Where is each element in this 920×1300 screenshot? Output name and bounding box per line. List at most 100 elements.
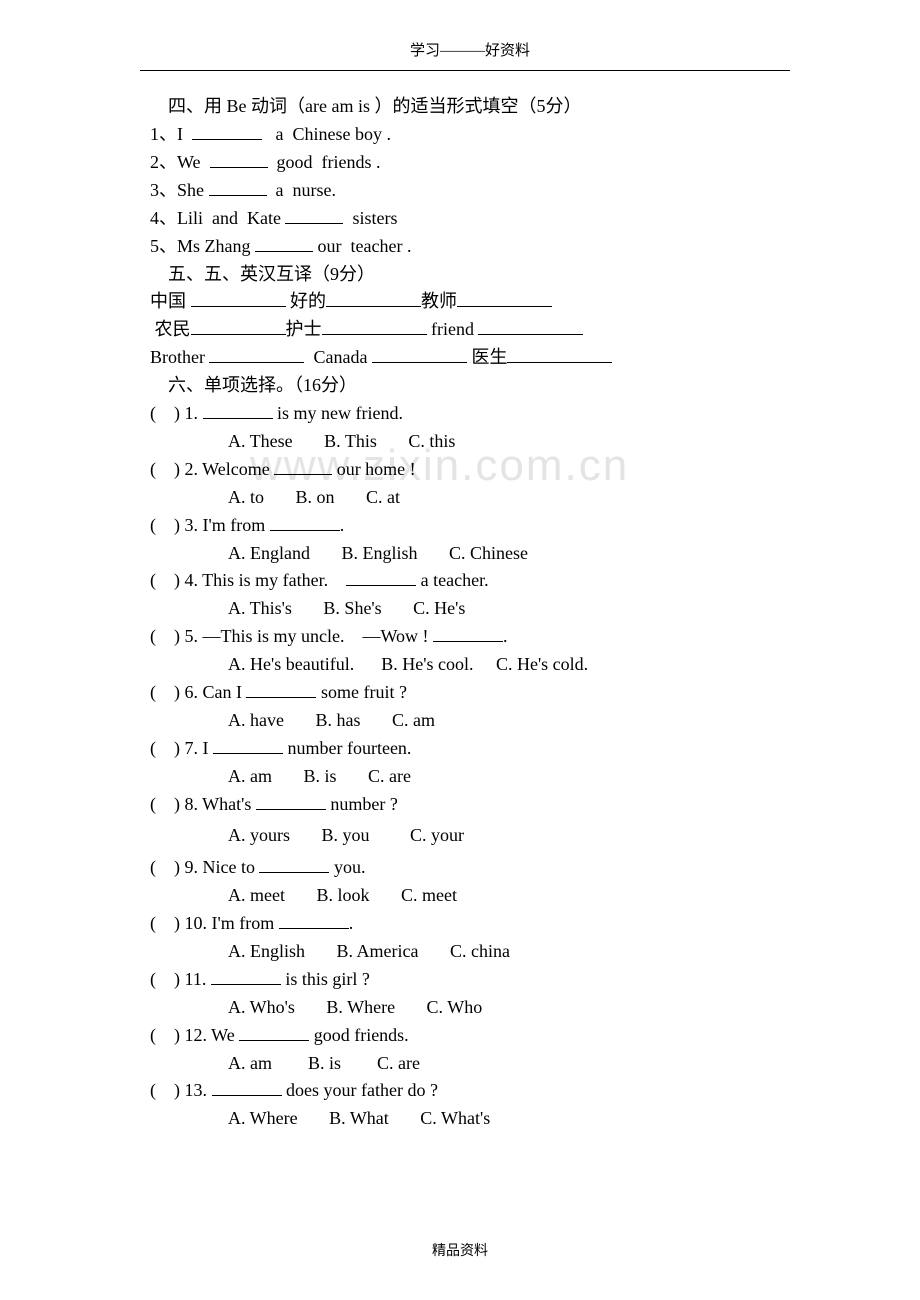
q5-rest: . <box>503 626 508 646</box>
q8-rest: number ? <box>326 794 398 814</box>
q6-rest: some fruit ? <box>316 682 406 702</box>
blank <box>372 344 467 363</box>
q5-opts: A. He's beautiful. B. He's cool. C. He's… <box>150 651 790 679</box>
q4-rest: a teacher. <box>416 570 488 590</box>
sec5-line3: Brother Canada 医生 <box>150 344 790 372</box>
q1-opts: A. These B. This C. this <box>150 428 790 456</box>
q7-opts: A. am B. is C. are <box>150 763 790 791</box>
q4-opts: A. This's B. She's C. He's <box>150 595 790 623</box>
page-footer: 精品资料 <box>0 1240 920 1260</box>
sec4-q3-a: 3、She <box>150 180 209 200</box>
q5-stem: ( ) 5. —This is my uncle. —Wow ! <box>150 626 433 646</box>
q6-stem: ( ) 6. Can I <box>150 682 246 702</box>
q8-stem: ( ) 8. What's <box>150 794 256 814</box>
blank <box>274 456 332 475</box>
sec4-q1-a: 1、I <box>150 124 192 144</box>
q4: ( ) 4. This is my father. a teacher. <box>150 567 790 595</box>
page-header: 学习———好资料 <box>150 40 790 63</box>
blank <box>279 910 349 929</box>
q3-opts: A. England B. English C. Chinese <box>150 540 790 568</box>
q7: ( ) 7. I number fourteen. <box>150 735 790 763</box>
blank <box>255 233 313 252</box>
sec5-line2: 农民 护士 friend <box>150 316 790 344</box>
sec4-q1: 1、I a Chinese boy . <box>150 121 790 149</box>
sec5-line1: 中国 好的教师 <box>150 288 790 316</box>
sec4-q2: 2、We good friends . <box>150 149 790 177</box>
blank <box>209 177 267 196</box>
q3-stem: ( ) 3. I'm from <box>150 515 270 535</box>
q5: ( ) 5. —This is my uncle. —Wow ! . <box>150 623 790 651</box>
q1-stem: ( ) 1. <box>150 403 203 423</box>
blank <box>256 791 326 810</box>
q4-stem: ( ) 4. This is my father. <box>150 570 346 590</box>
q1: ( ) 1. is my new friend. <box>150 400 790 428</box>
q13-rest: does your father do ? <box>282 1080 438 1100</box>
q12-rest: good friends. <box>309 1025 408 1045</box>
blank <box>211 966 281 985</box>
q11-rest: is this girl ? <box>281 969 370 989</box>
blank <box>212 1077 282 1096</box>
q7-rest: number fourteen. <box>283 738 411 758</box>
blank <box>191 288 286 307</box>
q12: ( ) 12. We good friends. <box>150 1022 790 1050</box>
blank <box>203 400 273 419</box>
blank <box>507 344 612 363</box>
q3-rest: . <box>340 515 345 535</box>
q13-stem: ( ) 13. <box>150 1080 212 1100</box>
sec5-title: 五、五、英汉互译（9分） <box>150 261 790 289</box>
q2-opts: A. to B. on C. at <box>150 484 790 512</box>
l-farmer: 农民 <box>150 319 191 339</box>
q11-opts: A. Who's B. Where C. Who <box>150 994 790 1022</box>
sec4-q4: 4、Lili and Kate sisters <box>150 205 790 233</box>
sec4-q2-b: good friends . <box>268 152 381 172</box>
q10-stem: ( ) 10. I'm from <box>150 913 279 933</box>
blank <box>259 854 329 873</box>
blank <box>246 679 316 698</box>
sec4-q4-a: 4、Lili and Kate <box>150 208 285 228</box>
sec4-q5-a: 5、Ms Zhang <box>150 236 255 256</box>
blank <box>457 288 552 307</box>
blank <box>239 1022 309 1041</box>
sec4-title: 四、用 Be 动词（are am is ）的适当形式填空（5分） <box>150 93 790 121</box>
l-friend: friend <box>427 319 479 339</box>
q9: ( ) 9. Nice to you. <box>150 854 790 882</box>
l-doctor: 医生 <box>467 347 508 367</box>
q10-rest: . <box>349 913 354 933</box>
q9-stem: ( ) 9. Nice to <box>150 857 259 877</box>
l-china: 中国 <box>150 291 191 311</box>
q2: ( ) 2. Welcome our home ! <box>150 456 790 484</box>
q1-rest: is my new friend. <box>273 403 403 423</box>
blank <box>346 567 416 586</box>
sec4-q3: 3、She a nurse. <box>150 177 790 205</box>
sec4-q5: 5、Ms Zhang our teacher . <box>150 233 790 261</box>
blank <box>191 316 286 335</box>
blank <box>270 512 340 531</box>
blank <box>322 316 427 335</box>
q7-stem: ( ) 7. I <box>150 738 213 758</box>
blank <box>433 623 503 642</box>
blank <box>213 735 283 754</box>
sec4-q5-b: our teacher . <box>313 236 411 256</box>
q8: ( ) 8. What's number ? <box>150 791 790 819</box>
q10: ( ) 10. I'm from . <box>150 910 790 938</box>
q13-opts: A. Where B. What C. What's <box>150 1105 790 1133</box>
q12-opts: A. am B. is C. are <box>150 1050 790 1078</box>
blank <box>210 149 268 168</box>
q3: ( ) 3. I'm from . <box>150 512 790 540</box>
q12-stem: ( ) 12. We <box>150 1025 239 1045</box>
l-brother: Brother <box>150 347 209 367</box>
blank <box>478 316 583 335</box>
blank <box>209 344 304 363</box>
sec4-q3-b: a nurse. <box>267 180 336 200</box>
l-teacher: 教师 <box>421 291 457 311</box>
q2-rest: our home ! <box>332 459 415 479</box>
q9-rest: you. <box>329 857 365 877</box>
sec4-q1-b: a Chinese boy . <box>262 124 391 144</box>
q8-opts: A. yours B. you C. your <box>150 822 790 850</box>
sec4-q2-a: 2、We <box>150 152 210 172</box>
q6: ( ) 6. Can I some fruit ? <box>150 679 790 707</box>
l-nurse: 护士 <box>286 319 322 339</box>
q2-stem: ( ) 2. Welcome <box>150 459 274 479</box>
sec4-q4-b: sisters <box>343 208 397 228</box>
q11: ( ) 11. is this girl ? <box>150 966 790 994</box>
